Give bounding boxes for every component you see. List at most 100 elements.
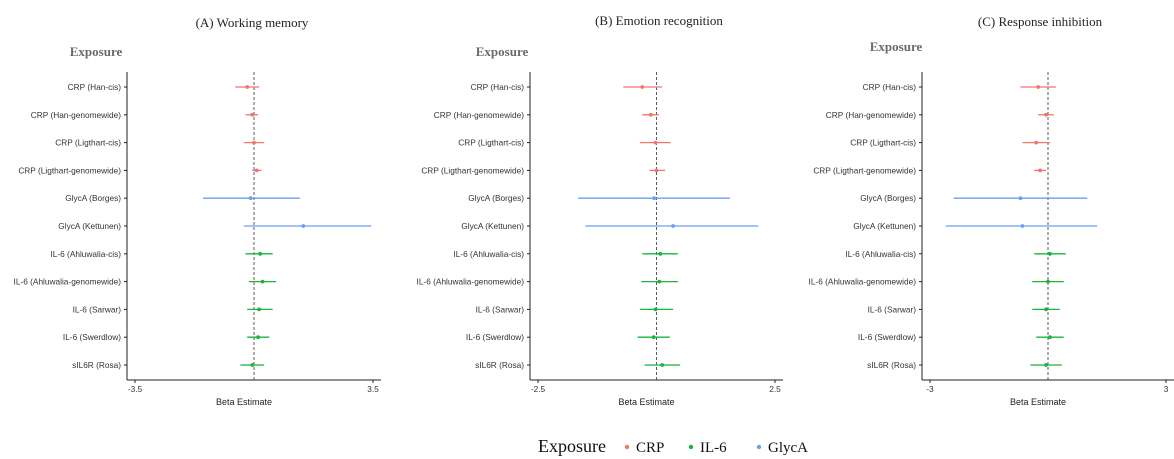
- forest-row-crp-ligthart-cis: CRP (Ligthart-cis): [850, 138, 1050, 148]
- point-estimate: [248, 196, 253, 201]
- point-estimate: [648, 112, 653, 117]
- y-tick-label: CRP (Ligthart-genomewide): [813, 165, 916, 175]
- legend-swatch-glyca: [756, 444, 762, 450]
- point-estimate: [1046, 279, 1050, 284]
- y-tick-label: CRP (Ligthart-cis): [55, 138, 121, 148]
- y-tick-label: IL-6 (Ahluwalia-cis): [453, 249, 524, 259]
- point-estimate: [301, 224, 306, 228]
- forest-row-crp-han-cis: CRP (Han-cis): [471, 82, 663, 92]
- legend-swatch-il-6: [688, 444, 694, 450]
- forest-row-crp-han-cis: CRP (Han-cis): [68, 82, 260, 92]
- panel-title: (C) Response inhibition: [978, 14, 1103, 29]
- y-tick-label: CRP (Han-cis): [863, 82, 917, 92]
- point-estimate: [250, 112, 255, 117]
- legend: Exposure CRP IL-6 GlycA: [538, 436, 808, 456]
- forest-row-crp-ligthart-cis: CRP (Ligthart-cis): [55, 138, 265, 148]
- point-estimate: [1044, 307, 1048, 312]
- y-tick-label: IL-6 (Ahluwalia-cis): [50, 249, 121, 259]
- forest-row-sil6r-rosa: sIL6R (Rosa): [72, 360, 265, 370]
- point-estimate: [1048, 251, 1052, 256]
- forest-row-sil6r-rosa: sIL6R (Rosa): [867, 360, 1062, 370]
- y-tick-label: GlycA (Kettunen): [58, 221, 121, 231]
- point-estimate: [256, 335, 260, 340]
- point-estimate: [250, 363, 255, 367]
- forest-row-il-6-sarwar: IL-6 (Sarwar): [476, 304, 674, 314]
- y-tick-label: GlycA (Kettunen): [461, 221, 524, 231]
- x-axis-title: Beta Estimate: [618, 397, 674, 407]
- y-tick-label: IL-6 (Sarwar): [868, 304, 917, 314]
- forest-row-glyca-borges: GlycA (Borges): [860, 193, 1088, 203]
- x-tick-label: 2.5: [769, 384, 781, 394]
- legend-label-crp: CRP: [636, 440, 664, 456]
- point-estimate: [657, 279, 662, 284]
- y-tick-label: CRP (Han-cis): [471, 82, 525, 92]
- y-tick-label: CRP (Ligthart-genomewide): [421, 165, 524, 175]
- point-estimate: [1018, 196, 1023, 201]
- y-tick-label: sIL6R (Rosa): [867, 360, 916, 370]
- forest-row-il-6-swerdlow: IL-6 (Swerdlow): [466, 332, 670, 342]
- forest-row-il-6-sarwar: IL-6 (Sarwar): [868, 304, 1060, 314]
- y-tick-label: CRP (Ligthart-genomewide): [18, 165, 121, 175]
- exposure-header: Exposure: [870, 39, 923, 54]
- forest-row-crp-han-cis: CRP (Han-cis): [863, 82, 1056, 92]
- y-tick-label: IL-6 (Ahluwalia-genomewide): [417, 277, 525, 287]
- point-estimate: [654, 168, 659, 173]
- y-tick-label: IL-6 (Swerdlow): [858, 332, 916, 342]
- point-estimate: [1038, 168, 1043, 173]
- y-tick-label: CRP (Han-genomewide): [434, 110, 524, 120]
- forest-row-crp-ligthart-genomewide: CRP (Ligthart-genomewide): [813, 165, 1047, 175]
- y-tick-label: CRP (Ligthart-cis): [850, 138, 916, 148]
- point-estimate: [653, 307, 658, 312]
- x-tick-label: -2.5: [531, 384, 546, 394]
- forest-row-il-6-ahluwalia-genomewide: IL-6 (Ahluwalia-genomewide): [417, 277, 678, 287]
- forest-row-il-6-ahluwalia-cis: IL-6 (Ahluwalia-cis): [845, 249, 1066, 259]
- forest-row-glyca-borges: GlycA (Borges): [468, 193, 730, 203]
- y-tick-label: GlycA (Borges): [860, 193, 916, 203]
- point-estimate: [260, 279, 265, 284]
- point-estimate: [258, 251, 263, 256]
- x-tick-label: 3: [1164, 384, 1169, 394]
- y-tick-label: IL-6 (Ahluwalia-genomewide): [14, 277, 122, 287]
- legend-items: CRP IL-6 GlycA: [624, 440, 808, 456]
- x-axis-title: Beta Estimate: [1010, 397, 1066, 407]
- y-tick-label: GlycA (Borges): [65, 193, 121, 203]
- point-estimate: [658, 251, 663, 256]
- legend-label-il-6: IL-6: [700, 440, 727, 456]
- x-tick-label: -3: [926, 384, 934, 394]
- y-tick-label: sIL6R (Rosa): [475, 360, 524, 370]
- y-tick-label: CRP (Han-genomewide): [826, 110, 916, 120]
- forest-row-crp-ligthart-cis: CRP (Ligthart-cis): [458, 138, 671, 148]
- panel-title: (B) Emotion recognition: [595, 13, 723, 28]
- forest-row-il-6-swerdlow: IL-6 (Swerdlow): [63, 332, 270, 342]
- forest-row-il-6-swerdlow: IL-6 (Swerdlow): [858, 332, 1064, 342]
- y-tick-label: sIL6R (Rosa): [72, 360, 121, 370]
- panel-a-working-memory: (A) Working memory Exposure -3.5 3.5 Beta Es…: [14, 15, 381, 407]
- forest-row-glyca-borges: GlycA (Borges): [65, 193, 300, 203]
- point-estimate: [1048, 335, 1052, 340]
- forest-row-crp-ligthart-genomewide: CRP (Ligthart-genomewide): [421, 165, 666, 175]
- forest-row-crp-han-genomewide: CRP (Han-genomewide): [826, 110, 1054, 120]
- x-tick-label: -3.5: [128, 384, 143, 394]
- forest-row-crp-han-genomewide: CRP (Han-genomewide): [31, 110, 259, 120]
- x-tick-label: 3.5: [367, 384, 379, 394]
- forest-row-crp-han-genomewide: CRP (Han-genomewide): [434, 110, 659, 120]
- x-axis-title: Beta Estimate: [216, 397, 272, 407]
- y-tick-label: IL-6 (Swerdlow): [466, 332, 524, 342]
- y-tick-label: IL-6 (Sarwar): [476, 304, 525, 314]
- y-tick-label: GlycA (Kettunen): [853, 221, 916, 231]
- panels: (A) Working memory Exposure -3.5 3.5 Beta Es…: [14, 13, 1174, 407]
- y-tick-label: CRP (Han-cis): [68, 82, 122, 92]
- point-estimate: [640, 85, 645, 89]
- exposure-header: Exposure: [70, 44, 123, 59]
- forest-row-il-6-ahluwalia-genomewide: IL-6 (Ahluwalia-genomewide): [809, 277, 1064, 287]
- y-tick-label: GlycA (Borges): [468, 193, 524, 203]
- point-estimate: [254, 168, 259, 173]
- point-estimate: [652, 196, 657, 201]
- legend-title: Exposure: [538, 436, 606, 456]
- legend-swatch-crp: [624, 444, 630, 450]
- point-estimate: [245, 85, 250, 89]
- point-estimate: [1044, 112, 1048, 117]
- point-estimate: [651, 335, 656, 340]
- y-tick-label: CRP (Ligthart-cis): [458, 138, 524, 148]
